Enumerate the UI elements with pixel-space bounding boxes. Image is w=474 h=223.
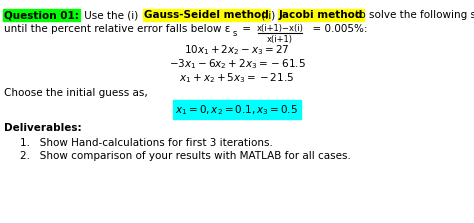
Text: until the percent relative error falls below ε: until the percent relative error falls b…: [4, 24, 230, 34]
Text: Gauss-Seidel method: Gauss-Seidel method: [144, 10, 269, 20]
Text: $x_1 + x_2 + 5x_3 = -21.5$: $x_1 + x_2 + 5x_3 = -21.5$: [179, 71, 295, 85]
Text: =: =: [239, 24, 251, 34]
Text: = 0.005%:: = 0.005%:: [306, 24, 367, 34]
Text: $x_1 = 0, x_2 = 0.1, x_3 = 0.5$: $x_1 = 0, x_2 = 0.1, x_3 = 0.5$: [175, 103, 299, 117]
Text: x(i+1)−x(i): x(i+1)−x(i): [256, 24, 303, 33]
Text: Use the (i): Use the (i): [81, 10, 142, 20]
Text: s: s: [233, 29, 237, 38]
Text: to solve the following system: to solve the following system: [352, 10, 474, 20]
Text: Question 01:: Question 01:: [4, 10, 79, 20]
Text: x(i+1): x(i+1): [267, 35, 293, 44]
Text: $10x_1 + 2x_2 - x_3 = 27$: $10x_1 + 2x_2 - x_3 = 27$: [184, 43, 290, 57]
Text: Choose the initial guess as,: Choose the initial guess as,: [4, 88, 148, 98]
Text: Jacobi method: Jacobi method: [279, 10, 364, 20]
Text: 1.   Show Hand-calculations for first 3 iterations.: 1. Show Hand-calculations for first 3 it…: [20, 138, 273, 148]
Text: Deliverables:: Deliverables:: [4, 123, 82, 133]
Text: 2.   Show comparison of your results with MATLAB for all cases.: 2. Show comparison of your results with …: [20, 151, 351, 161]
Text: $-3x_1 - 6x_2 + 2x_3 = -61.5$: $-3x_1 - 6x_2 + 2x_3 = -61.5$: [169, 57, 305, 71]
Text: (ii): (ii): [258, 10, 279, 20]
